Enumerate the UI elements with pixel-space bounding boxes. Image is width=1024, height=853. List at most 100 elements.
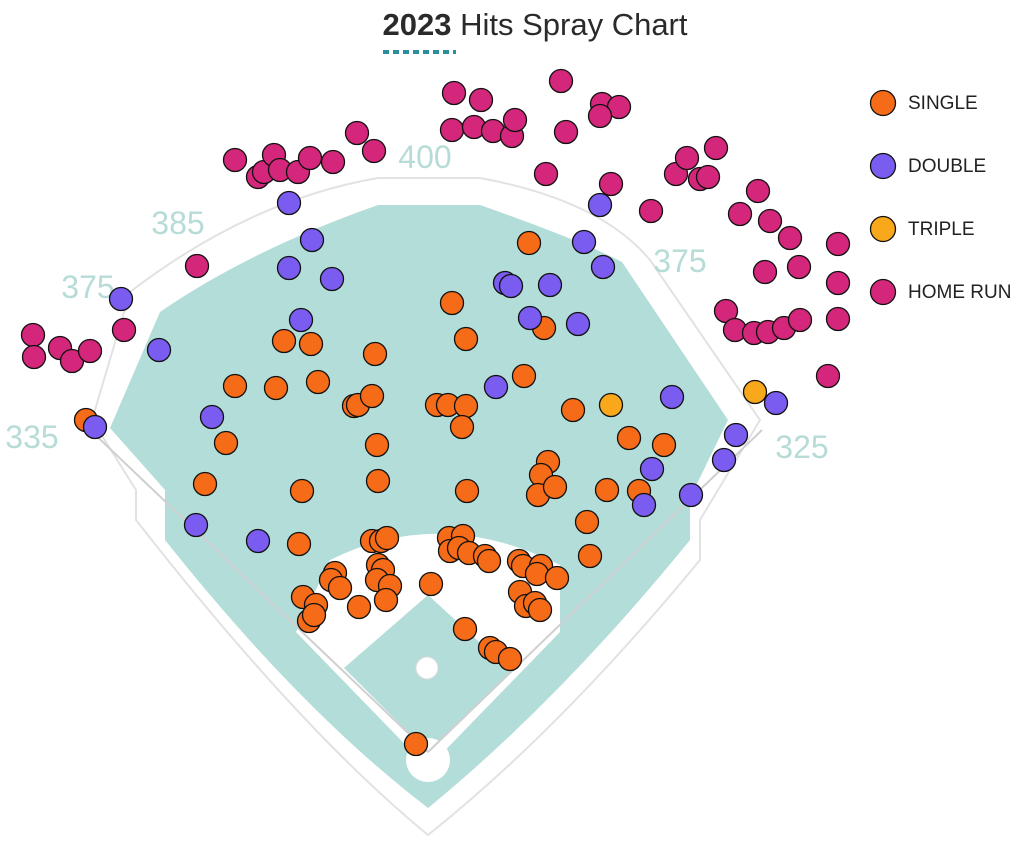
hit-marker [344,120,370,146]
hit-marker [418,571,444,597]
legend-label: SINGLE [908,93,978,114]
hit-marker [199,404,225,430]
hit-marker [108,286,134,312]
outfield-grass [110,205,728,808]
hit-marker [305,369,331,395]
hit-marker [659,384,685,410]
hit-marker [286,531,312,557]
hit-marker [577,543,603,569]
hit-marker [723,422,749,448]
hit-marker [373,587,399,613]
hit-marker [574,509,600,535]
hit-marker [320,149,346,175]
hit-marker [742,379,768,405]
hit-marker [825,270,851,296]
legend-label: DOUBLE [908,156,986,177]
hit-marker [297,145,323,171]
hit-marker [638,198,664,224]
title-text: Hits Spray Chart [460,7,688,42]
hit-marker [703,135,729,161]
hit-marker [631,492,657,518]
hit-marker [695,164,721,190]
distance-label: 400 [398,139,451,175]
hit-marker [517,305,543,331]
hit-marker [497,646,523,672]
hit-marker [301,602,327,628]
hit-marker [553,119,579,145]
hit-marker [362,341,388,367]
hit-marker [439,117,465,143]
hit-marker [502,107,528,133]
legend-swatch [869,215,897,243]
hit-marker [825,306,851,332]
hit-marker [288,307,314,333]
hit-marker [299,227,325,253]
foul-line [427,429,763,753]
hit-marker [745,178,771,204]
hit-marker [453,326,479,352]
hit-marker [590,254,616,280]
legend-label: TRIPLE [908,219,975,240]
hit-marker [298,331,324,357]
hit-marker [222,373,248,399]
hit-marker [544,565,570,591]
hit-marker [361,138,387,164]
hit-marker [449,414,475,440]
distance-label: 375 [653,243,706,279]
hit-marker [441,80,467,106]
hit-marker [374,525,400,551]
legend-label: HOME RUN [908,282,1011,303]
legend-swatch [869,278,897,306]
hit-marker [548,68,574,94]
legend-swatch [869,89,897,117]
hit-marker [594,477,620,503]
hit-marker [711,447,737,473]
hit-marker [346,594,372,620]
hit-marker [757,208,783,234]
legend-swatch [869,152,897,180]
hit-marker [498,273,524,299]
hit-marker [245,528,271,554]
hit-marker [537,272,563,298]
hit-marker [276,190,302,216]
outer-wall [90,177,762,837]
hit-marker [815,363,841,389]
hit-marker [271,328,297,354]
hit-marker [192,471,218,497]
hit-marker [786,254,812,280]
hit-marker [453,393,479,419]
chart-title: 2023 Hits Spray Chart [383,7,688,42]
hit-marker [183,512,209,538]
hit-marker [542,474,568,500]
hit-marker [598,392,624,418]
distance-label: 325 [775,429,828,465]
hit-marker [289,478,315,504]
pitchers-mound [415,656,439,680]
hit-marker [319,266,345,292]
distance-labels: 400 385 375 375 335 325 [5,139,828,465]
hit-marker [327,575,353,601]
hit-marker [82,414,108,440]
hit-marker [20,322,46,348]
hit-marker [403,731,429,757]
hits [20,68,851,757]
distance-label: 335 [5,419,58,455]
hit-marker [752,259,778,285]
hit-marker [524,561,550,587]
hit-marker [359,383,385,409]
hit-marker [533,161,559,187]
hit-marker [616,425,642,451]
hit-marker [565,311,591,337]
hit-marker [111,317,137,343]
distance-label: 375 [61,269,114,305]
hit-marker [483,374,509,400]
hit-marker [787,307,813,333]
hit-marker [365,468,391,494]
legend: SINGLE DOUBLE TRIPLE HOME RUN [869,89,1011,306]
hit-marker [184,253,210,279]
hit-marker [678,482,704,508]
hit-marker [77,338,103,364]
hit-marker [511,363,537,389]
